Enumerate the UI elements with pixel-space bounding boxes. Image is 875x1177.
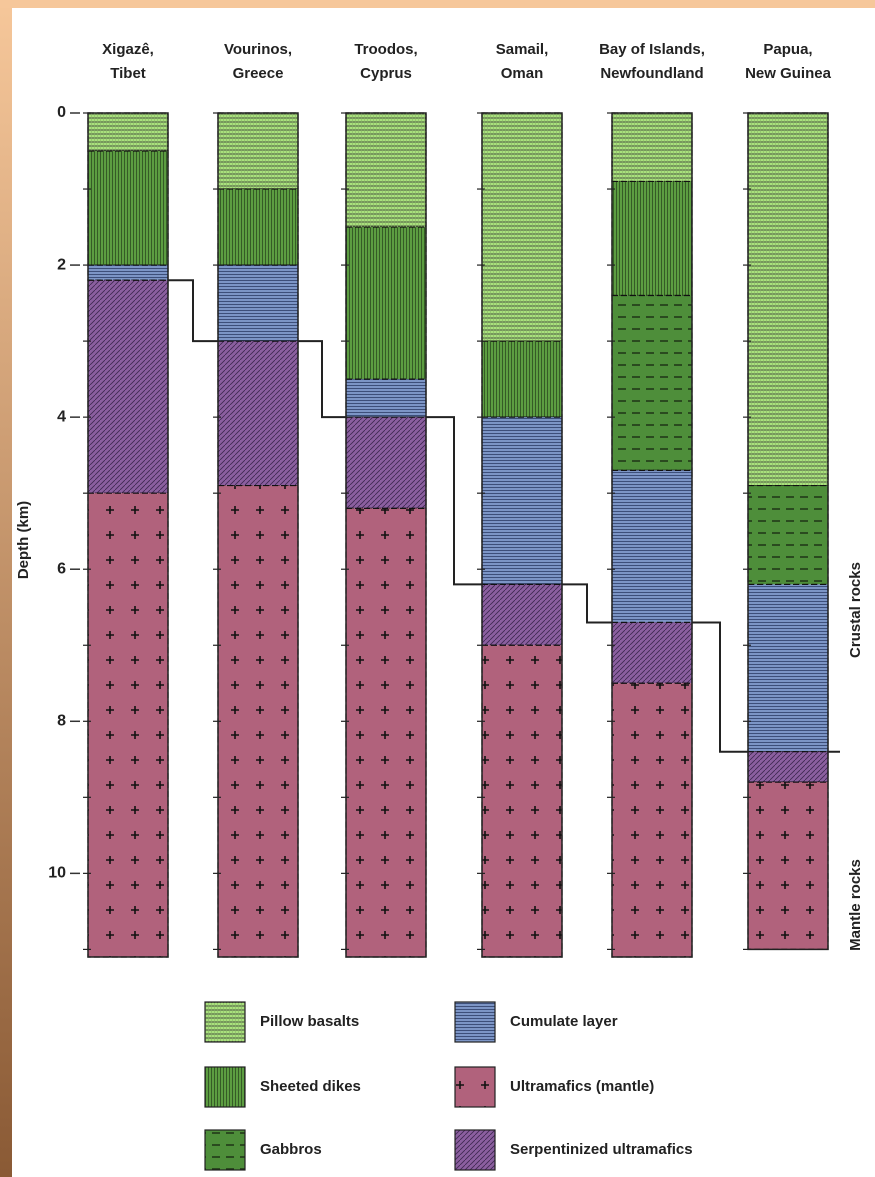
page: {"chart_data": {"type": "strata", "categ… — [0, 0, 875, 1177]
legend-label: Sheeted dikes — [260, 1078, 361, 1095]
column-header: Xigazê, — [102, 41, 154, 58]
layer — [88, 280, 168, 493]
column-header: Newfoundland — [600, 65, 703, 82]
y-tick-label: 0 — [57, 104, 66, 121]
y-tick-label: 2 — [57, 256, 66, 273]
column-header: Samail, — [496, 41, 549, 58]
legend-label: Pillow basalts — [260, 1013, 359, 1030]
layer — [612, 113, 692, 181]
y-tick-label: 8 — [57, 713, 66, 730]
layer — [218, 113, 298, 189]
layer — [612, 295, 692, 470]
y-tick-label: 6 — [57, 560, 66, 577]
annotation: Mantle rocks — [847, 859, 864, 951]
layer — [482, 341, 562, 417]
layer — [218, 486, 298, 957]
legend-swatch — [455, 1067, 495, 1107]
layer — [748, 752, 828, 782]
legend-swatch — [455, 1130, 495, 1170]
layer — [218, 189, 298, 265]
layer — [612, 622, 692, 683]
layer — [346, 417, 426, 508]
y-axis-label: Depth (km) — [15, 501, 32, 579]
column-header: New Guinea — [745, 65, 832, 82]
layer — [748, 584, 828, 751]
column-header: Troodos, — [354, 41, 417, 58]
column-header: Tibet — [110, 65, 146, 82]
layer — [88, 493, 168, 957]
legend-swatch — [205, 1130, 245, 1170]
layer — [88, 265, 168, 280]
layer — [346, 379, 426, 417]
layer — [748, 782, 828, 949]
layer — [482, 417, 562, 584]
legend-label: Serpentinized ultramafics — [510, 1141, 693, 1158]
layer — [612, 470, 692, 622]
layer — [482, 584, 562, 645]
annotation: Crustal rocks — [847, 562, 864, 658]
edge-strip — [0, 0, 12, 1177]
legend-label: Ultramafics (mantle) — [510, 1078, 654, 1095]
legend-label: Cumulate layer — [510, 1013, 618, 1030]
layer — [346, 113, 426, 227]
column-header: Bay of Islands, — [599, 41, 705, 58]
layer — [218, 265, 298, 341]
layer — [612, 683, 692, 957]
layer — [482, 645, 562, 957]
legend-swatch — [455, 1002, 495, 1042]
layer — [346, 227, 426, 379]
chart: Depth (km) Crustal rocks Mantle rocks 0 2… — [0, 0, 875, 1177]
y-tick-label: 10 — [48, 865, 66, 882]
layer — [218, 341, 298, 485]
layer — [748, 113, 828, 486]
legend-swatch — [205, 1002, 245, 1042]
column-header: Cyprus — [360, 65, 412, 82]
layer — [482, 113, 562, 341]
top-strip — [0, 0, 875, 8]
layer — [88, 113, 168, 151]
layer — [612, 181, 692, 295]
column-header: Greece — [233, 65, 284, 82]
column-header: Oman — [501, 65, 544, 82]
layer — [346, 508, 426, 957]
layer — [88, 151, 168, 265]
y-tick-label: 4 — [57, 408, 66, 425]
layer — [748, 486, 828, 585]
legend-swatch — [205, 1067, 245, 1107]
column-header: Papua, — [763, 41, 812, 58]
legend-label: Gabbros — [260, 1141, 322, 1158]
column-header: Vourinos, — [224, 41, 292, 58]
